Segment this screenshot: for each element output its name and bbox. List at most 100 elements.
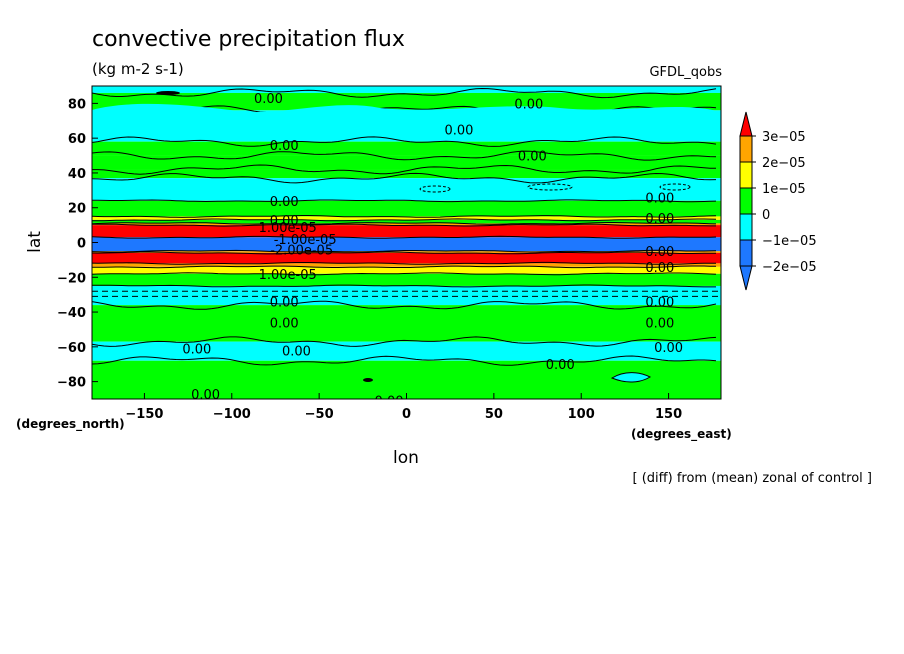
contour-line — [92, 150, 717, 161]
contour-label: 0.00 — [182, 343, 211, 358]
contour-line — [92, 215, 717, 218]
contour-label: 0.00 — [375, 395, 404, 410]
contour-label: 0.00 — [191, 388, 220, 403]
contour-line — [92, 235, 717, 239]
y-axis: 80 60 40 20 0 −20 −40 −60 −80 — [57, 97, 98, 391]
contour-band — [92, 341, 721, 361]
contour-label: 0.00 — [645, 245, 674, 260]
colorbar-extend-max — [739, 111, 753, 137]
contour-label: 0.00 — [270, 316, 299, 331]
contour-label: 1.00e-05 — [259, 268, 317, 283]
y-tick-label: −40 — [57, 306, 86, 321]
x-tick-label: 150 — [655, 407, 682, 422]
contour-band — [92, 219, 721, 224]
contour-label: -1.00e-05 — [274, 233, 337, 248]
colorbar-box — [739, 187, 753, 215]
contour-line — [92, 284, 716, 288]
contour-labels: 0.00 0.000.000.000.000.000.000.000.000.00… — [182, 92, 683, 410]
colorbar-label: 0 — [762, 208, 770, 223]
contour-band — [92, 216, 721, 220]
y-tick-label: −80 — [57, 376, 86, 391]
contour-band — [92, 266, 721, 274]
chart-units: (kg m-2 s-1) — [92, 60, 184, 78]
x-tick-label: 0 — [402, 407, 411, 422]
x-tick-label: −100 — [213, 407, 251, 422]
y-tick-label: 40 — [68, 167, 86, 182]
y-axis-label: lat — [25, 231, 45, 253]
contour-label: 0.00 — [270, 296, 299, 311]
x-axis-label: lon — [393, 448, 419, 468]
contour-patch — [92, 103, 721, 125]
contour-label: 0.00 — [645, 316, 674, 331]
contour-label: 0.00 — [546, 358, 575, 373]
contour-line — [92, 300, 717, 310]
contour-band — [92, 141, 721, 156]
contour-patch — [610, 372, 652, 383]
y-tick-label: −60 — [57, 341, 86, 356]
contour-patches — [92, 91, 721, 399]
contour-band — [92, 178, 721, 201]
x-tick-label: 50 — [485, 407, 503, 422]
contour-label: 0.00 — [514, 97, 543, 112]
x-tick-label: 100 — [568, 407, 595, 422]
colorbar-label: 2e−05 — [762, 156, 806, 171]
colorbar-box — [739, 135, 753, 163]
contour-label: 0.00 — [254, 92, 283, 107]
contour-line — [92, 164, 717, 175]
contour-line — [92, 272, 717, 276]
contour-band — [92, 92, 721, 111]
colorbar-label: 3e−05 — [762, 130, 806, 145]
contour-label: 0.00 — [282, 344, 311, 359]
contour-label: 0.00 — [645, 191, 674, 206]
contour-line — [92, 87, 717, 99]
contour-patch — [419, 185, 451, 193]
y-tick-label: 0 — [77, 237, 86, 252]
x-axis-units: (degrees_east) — [631, 427, 732, 442]
colorbar-label: −2e−05 — [762, 260, 817, 275]
contour-band — [92, 225, 721, 238]
contour-label: 1.00e-05 — [259, 221, 317, 236]
contour-patch — [659, 183, 691, 191]
contour-bands — [92, 86, 721, 399]
y-tick-label: 80 — [68, 97, 86, 112]
colorbar-box — [739, 239, 753, 267]
y-tick-label: 60 — [68, 132, 86, 147]
contour-label: 0.00 — [444, 123, 473, 138]
contour-line — [92, 222, 717, 225]
colorbar-box — [739, 213, 753, 241]
contour-label: 0.00 — [645, 212, 674, 227]
contour-line — [92, 218, 717, 222]
contour-line — [92, 223, 716, 227]
y-axis-units: (degrees_north) — [16, 417, 125, 432]
plot-area: 0.00 0.000.000.000.000.000.000.000.000.00… — [92, 86, 721, 410]
contour-patch — [527, 183, 573, 191]
colorbar-box — [739, 161, 753, 189]
contour-label: 0.00 — [270, 214, 299, 229]
contour-line — [92, 265, 717, 269]
contour-line — [92, 261, 716, 265]
contour-label: 0.00 — [645, 261, 674, 276]
y-tick-label: −20 — [57, 271, 86, 286]
contour-patch — [363, 378, 373, 382]
chart-title: convective precipitation flux — [92, 27, 405, 52]
x-tick-label: −150 — [125, 407, 163, 422]
contour-band — [92, 237, 721, 252]
colorbar-label: 1e−05 — [762, 182, 806, 197]
dataset-label: GFDL_qobs — [649, 65, 722, 80]
contour-band — [92, 200, 721, 217]
contour-band — [92, 223, 721, 226]
contour-band — [92, 305, 721, 342]
contour-band — [92, 252, 721, 264]
contour-label: 0.00 — [654, 341, 683, 356]
contour-label: -2.00e-05 — [270, 243, 333, 258]
colorbar: 3e−05 2e−05 1e−05 0 −1e−05 −2e−05 — [739, 111, 817, 291]
contour-band — [92, 273, 721, 286]
footer-note: [ (diff) from (mean) zonal of control ] — [633, 471, 872, 486]
contour-line — [92, 355, 717, 366]
contour-line — [92, 199, 717, 203]
contour-line — [92, 249, 717, 253]
contour-patch — [156, 91, 180, 95]
colorbar-label: −1e−05 — [762, 234, 817, 249]
colorbar-extend-min — [739, 265, 753, 291]
